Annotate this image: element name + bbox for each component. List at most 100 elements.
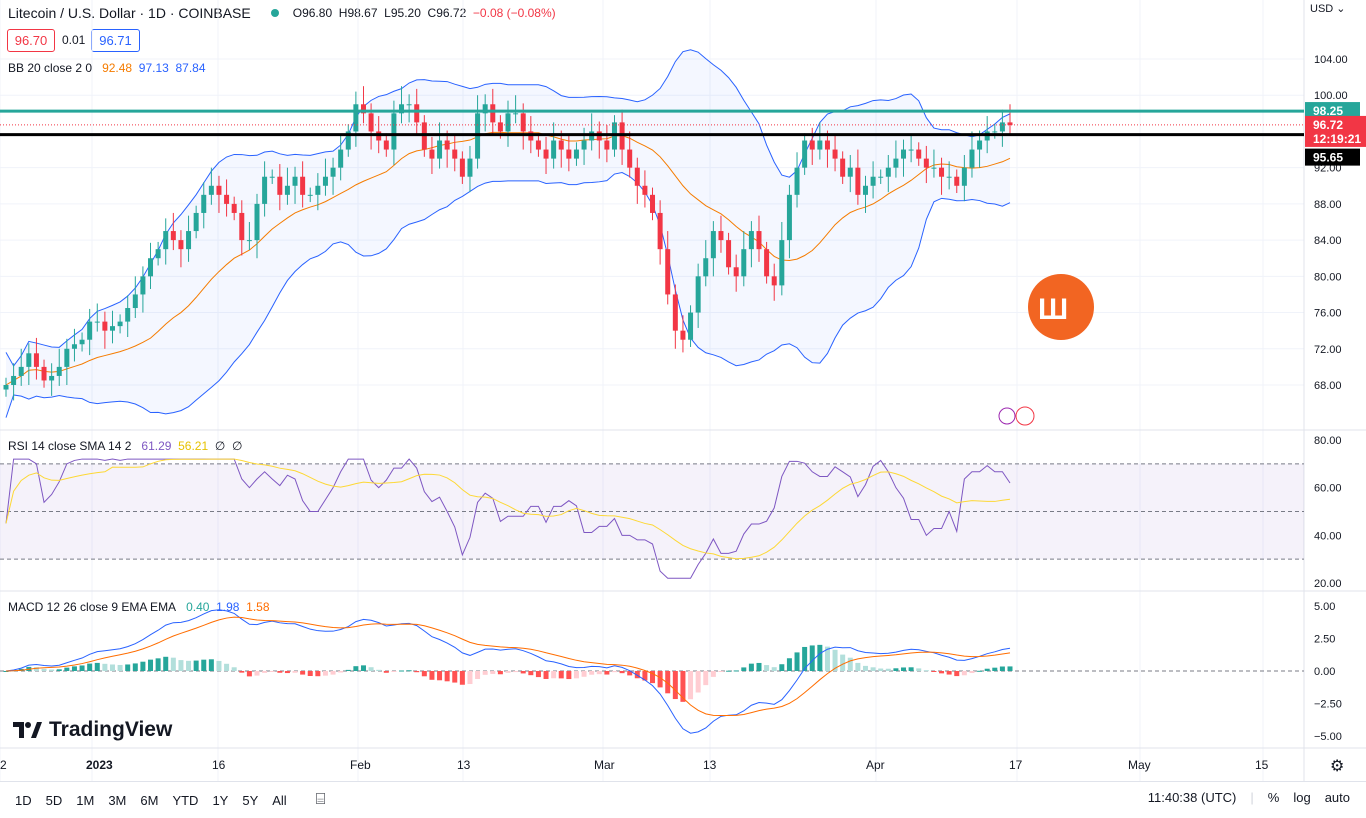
macd-tick-label: −2.50 <box>1314 699 1342 711</box>
macd-histogram-bar <box>414 671 420 673</box>
price-tick-label: 100.00 <box>1314 90 1348 102</box>
candle-body <box>163 231 169 250</box>
bb-legend[interactable]: BB 20 close 2 0 92.48 97.13 87.84 <box>8 61 206 75</box>
candle-body <box>452 149 458 159</box>
candle-body <box>201 194 207 213</box>
currency-select[interactable]: USD ⌄ <box>1310 3 1346 15</box>
macd-histogram-bar <box>41 668 47 671</box>
auto-toggle[interactable]: auto <box>1324 790 1350 805</box>
macd-histogram-bar <box>946 671 952 675</box>
date-range-icon[interactable]: ⌸ <box>315 791 326 808</box>
candle-body <box>954 176 960 186</box>
macd-histogram-bar <box>132 663 138 671</box>
candle-body <box>931 167 937 169</box>
candle-body <box>148 258 154 277</box>
macd-histogram-bar <box>984 668 990 671</box>
clock[interactable]: 11:40:38 (UTC) <box>1147 790 1237 805</box>
candle-body <box>703 258 709 277</box>
timeframe-all[interactable]: All <box>272 792 287 808</box>
macd-histogram-bar <box>832 649 838 671</box>
macd-histogram-bar <box>376 669 382 671</box>
macd-histogram-bar <box>482 671 488 675</box>
candle-body <box>817 140 823 150</box>
candle-body <box>824 140 830 150</box>
percent-toggle[interactable]: % <box>1267 790 1280 805</box>
timeframe-3m[interactable]: 3M <box>108 792 127 808</box>
macd-histogram-bar <box>102 663 108 671</box>
macd-histogram-bar <box>125 664 131 671</box>
rsi-tick-label: 80.00 <box>1314 435 1342 447</box>
symbol-title[interactable]: Litecoin / U.S. Dollar · 1D · COINBASE <box>8 5 251 21</box>
candle-body <box>429 149 435 159</box>
candle-body <box>140 276 146 295</box>
candle-body <box>513 113 519 115</box>
macd-histogram-bar <box>109 664 115 671</box>
macd-histogram-bar <box>794 652 800 671</box>
macd-histogram-bar <box>885 668 891 671</box>
candle-body <box>383 140 389 150</box>
macd-histogram-bar <box>163 656 169 671</box>
candle-body <box>916 149 922 159</box>
macd-histogram-bar <box>475 671 481 679</box>
rsi-legend[interactable]: RSI 14 close SMA 14 2 61.29 56.21 ∅ ∅ <box>8 439 243 453</box>
macd-histogram-bar <box>824 646 830 671</box>
candle-body <box>847 167 853 177</box>
candle-body <box>946 176 952 178</box>
candle-body <box>254 203 260 241</box>
macd-histogram-bar <box>969 671 975 674</box>
candle-body <box>642 185 648 195</box>
tradingview-logo-icon <box>13 722 42 738</box>
timeframe-1y[interactable]: 1Y <box>212 792 229 808</box>
macd-histogram-bar <box>64 667 70 671</box>
macd-histogram-bar <box>741 667 747 671</box>
price-tick-label: 92.00 <box>1314 163 1342 175</box>
candle-body <box>961 167 967 186</box>
macd-histogram-bar <box>726 670 732 672</box>
macd-histogram-bar <box>391 671 397 672</box>
candle-body <box>490 104 496 123</box>
candle-body <box>26 353 32 367</box>
candle-body <box>893 158 899 168</box>
macd-legend[interactable]: MACD 12 26 close 9 EMA EMA 0.40 1.98 1.5… <box>8 600 270 614</box>
macd-histogram-bar <box>657 671 663 688</box>
macd-histogram-bar <box>551 671 557 679</box>
candle-body <box>878 176 884 178</box>
macd-histogram-bar <box>56 669 62 671</box>
sell-price-box[interactable]: 96.70 <box>7 29 55 52</box>
candle-body <box>551 140 557 159</box>
candle-body <box>186 231 192 250</box>
macd-histogram-bar <box>528 671 534 676</box>
timeframe-1m[interactable]: 1M <box>76 792 95 808</box>
timeframe-6m[interactable]: 6M <box>140 792 159 808</box>
timeframe-1d[interactable]: 1D <box>15 792 32 808</box>
macd-histogram-bar <box>49 669 55 671</box>
macd-histogram-bar <box>338 671 344 673</box>
countdown-tag-text: 12:19:21 <box>1313 132 1361 146</box>
candle-body <box>155 249 161 259</box>
macd-histogram-bar <box>231 667 237 671</box>
macd-histogram-bar <box>79 665 85 671</box>
timeframe-ytd[interactable]: YTD <box>172 792 199 808</box>
log-toggle[interactable]: log <box>1293 790 1311 805</box>
candle-body <box>794 167 800 195</box>
macd-histogram-bar <box>862 665 868 671</box>
tradingview-logo: TradingView <box>11 718 172 742</box>
candle-body <box>870 176 876 186</box>
candle-body <box>520 113 526 132</box>
macd-histogram-bar <box>718 671 724 672</box>
candle-body <box>566 149 572 159</box>
candle-body <box>102 321 108 331</box>
macd-histogram-bar <box>269 671 275 672</box>
macd-histogram-bar <box>710 671 716 677</box>
macd-histogram-bar <box>33 667 39 671</box>
timeframe-5y[interactable]: 5Y <box>242 792 259 808</box>
candle-body <box>193 212 199 232</box>
countdown-tag <box>1305 131 1366 147</box>
candle-body <box>132 294 138 309</box>
candle-body <box>360 104 366 114</box>
timeframe-5d[interactable]: 5D <box>45 792 63 808</box>
ohlc-values: O96.80 H98.67 L95.20 C96.72 −0.08 (−0.08… <box>292 6 556 20</box>
chart-canvas[interactable]: 104.00 100.00 92.00 88.00 84.00 80.00 76.00 72.… <box>0 0 1366 781</box>
candle-body <box>665 249 671 295</box>
macd-histogram-bar <box>566 671 572 680</box>
